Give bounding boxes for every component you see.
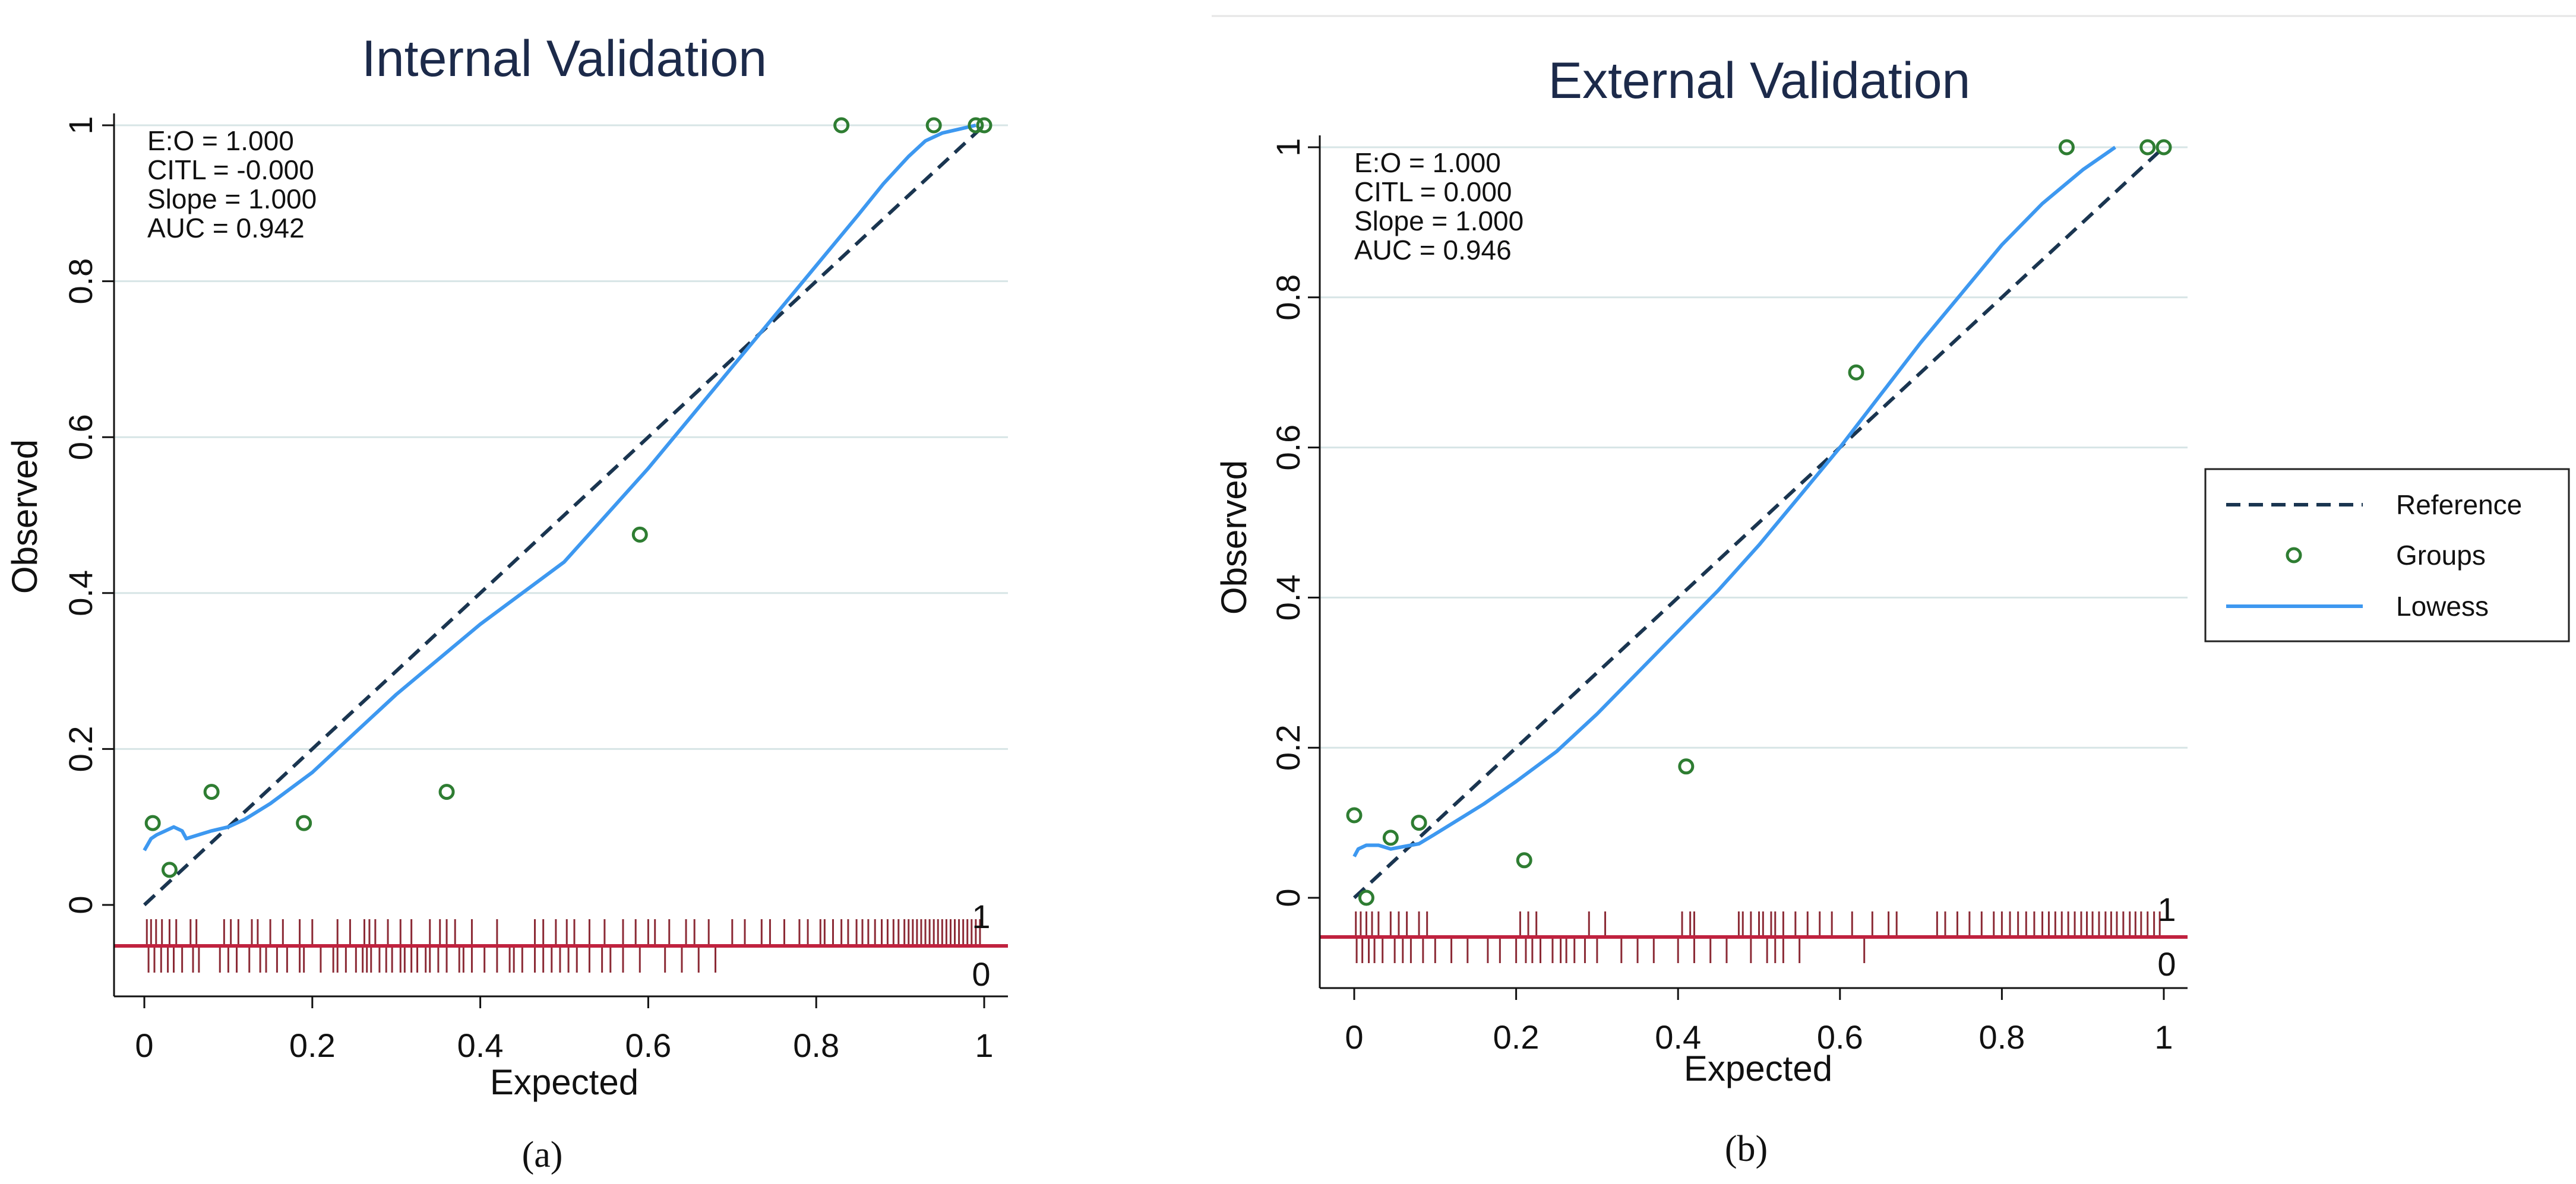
- lowess-curve: [1352, 145, 2116, 857]
- legend: Reference Groups Lowess: [2204, 468, 2570, 642]
- group-point: [833, 117, 850, 134]
- rug-label-event: 1: [2157, 891, 2176, 928]
- y-axis-label: Observed: [5, 439, 45, 594]
- rug-plot: [1320, 911, 2188, 963]
- x-tick-label: 0.8: [793, 1027, 839, 1064]
- x-axis-label: Expected: [490, 1062, 639, 1102]
- group-point: [2058, 139, 2075, 156]
- rug-label-nonevent: 0: [2157, 945, 2176, 983]
- x-ticks: 0 0.2 0.4 0.6 0.8 1: [135, 996, 994, 1064]
- stat-slope: Slope = 1.000: [147, 183, 317, 214]
- group-point: [144, 815, 161, 831]
- y-tick-label: 0.8: [1269, 274, 1307, 321]
- group-point: [1678, 758, 1695, 775]
- lowess-curve: [143, 124, 976, 851]
- y-tick-label: 1: [1269, 138, 1307, 156]
- y-tick-label: 0.4: [1269, 574, 1307, 621]
- y-ticks: 0 0.2 0.4 0.6 0.8 1: [1269, 138, 1320, 907]
- stat-slope: Slope = 1.000: [1354, 205, 1524, 236]
- x-tick-label: 0.6: [1817, 1018, 1863, 1056]
- y-tick-label: 0: [1269, 888, 1307, 907]
- stats-annotation: E:O = 1.000 CITL = 0.000 Slope = 1.000 A…: [1354, 147, 1524, 265]
- group-point: [631, 526, 648, 543]
- lowess-line: [143, 124, 976, 851]
- panel-caption: (a): [522, 1135, 563, 1175]
- y-tick-label: 0.2: [1269, 724, 1307, 771]
- group-point: [2155, 139, 2172, 156]
- legend-lowess-label: Lowess: [2396, 591, 2489, 622]
- stats-annotation: E:O = 1.000 CITL = -0.000 Slope = 1.000 …: [147, 125, 317, 243]
- group-point: [203, 784, 220, 800]
- y-tick-label: 0.2: [62, 726, 99, 772]
- x-axis-label: Expected: [1684, 1049, 1832, 1088]
- x-tick-label: 0.4: [1655, 1018, 1701, 1056]
- x-tick-label: 0.4: [457, 1027, 504, 1064]
- group-point: [161, 862, 178, 878]
- y-ticks: 0 0.2 0.4 0.6 0.8 1: [62, 116, 114, 914]
- legend-reference-label: Reference: [2396, 489, 2522, 520]
- x-tick-label: 1: [2154, 1018, 2173, 1056]
- group-point: [968, 117, 984, 134]
- y-tick-label: 0.4: [62, 570, 99, 616]
- lowess-line: [1352, 145, 2116, 857]
- stat-citl: CITL = -0.000: [147, 154, 314, 185]
- x-tick-label: 0: [1345, 1018, 1363, 1056]
- rug-label-nonevent: 0: [972, 955, 990, 993]
- group-points: [1346, 139, 2172, 906]
- group-point: [976, 117, 993, 134]
- x-tick-label: 1: [975, 1027, 993, 1064]
- gridlines: [114, 124, 1008, 750]
- x-tick-label: 0: [135, 1027, 153, 1064]
- x-ticks: 0 0.2 0.4 0.6 0.8 1: [1345, 988, 2173, 1056]
- axes: [1319, 135, 2188, 989]
- group-point: [296, 815, 312, 831]
- x-tick-label: 0.8: [1978, 1018, 2025, 1056]
- legend-groups-swatch: [2286, 547, 2302, 563]
- panel-title: Internal Validation: [362, 30, 767, 87]
- x-tick-label: 0.6: [625, 1027, 671, 1064]
- group-point: [438, 784, 455, 800]
- legend-box: [2204, 468, 2570, 642]
- stat-auc: AUC = 0.946: [1354, 235, 1512, 265]
- y-tick-label: 0.6: [62, 414, 99, 460]
- group-point: [1411, 815, 1427, 831]
- stat-eo: E:O = 1.000: [147, 125, 294, 156]
- legend-groups-label: Groups: [2396, 540, 2486, 571]
- rug-plot: [114, 919, 1008, 973]
- reference-line-path: [1352, 145, 2166, 900]
- group-point: [1848, 364, 1864, 381]
- rug-label-event: 1: [972, 898, 990, 935]
- x-tick-label: 0.2: [289, 1027, 336, 1064]
- group-point: [1358, 889, 1374, 906]
- stat-citl: CITL = 0.000: [1354, 176, 1512, 207]
- x-tick-label: 0.2: [1493, 1018, 1540, 1056]
- axes: [113, 113, 1008, 998]
- reference-line: [143, 124, 986, 907]
- reference-line: [1352, 145, 2166, 900]
- group-points: [144, 117, 993, 878]
- y-tick-label: 1: [62, 116, 99, 134]
- y-tick-label: 0.6: [1269, 425, 1307, 471]
- internal-validation-panel: Internal Validation 0 0.2 0.4 0.6 0.8 1 00.20…: [5, 30, 1008, 1175]
- gridlines: [1320, 146, 2188, 749]
- group-point: [925, 117, 942, 134]
- external-validation-panel: External Validation 0 0.2 0.4 0.6 0.8 1 00.20…: [1214, 52, 2188, 1169]
- group-point: [2139, 139, 2156, 156]
- panel-caption: (b): [1725, 1129, 1768, 1169]
- y-axis-label: Observed: [1214, 460, 1254, 615]
- group-point: [1382, 830, 1399, 846]
- y-tick-label: 0.8: [62, 258, 99, 305]
- stat-eo: E:O = 1.000: [1354, 147, 1501, 178]
- reference-line-path: [143, 124, 986, 907]
- stat-auc: AUC = 0.942: [147, 213, 305, 243]
- group-point: [1346, 807, 1363, 824]
- y-tick-label: 0: [62, 895, 99, 914]
- panel-title: External Validation: [1548, 52, 1971, 109]
- group-point: [1516, 852, 1532, 869]
